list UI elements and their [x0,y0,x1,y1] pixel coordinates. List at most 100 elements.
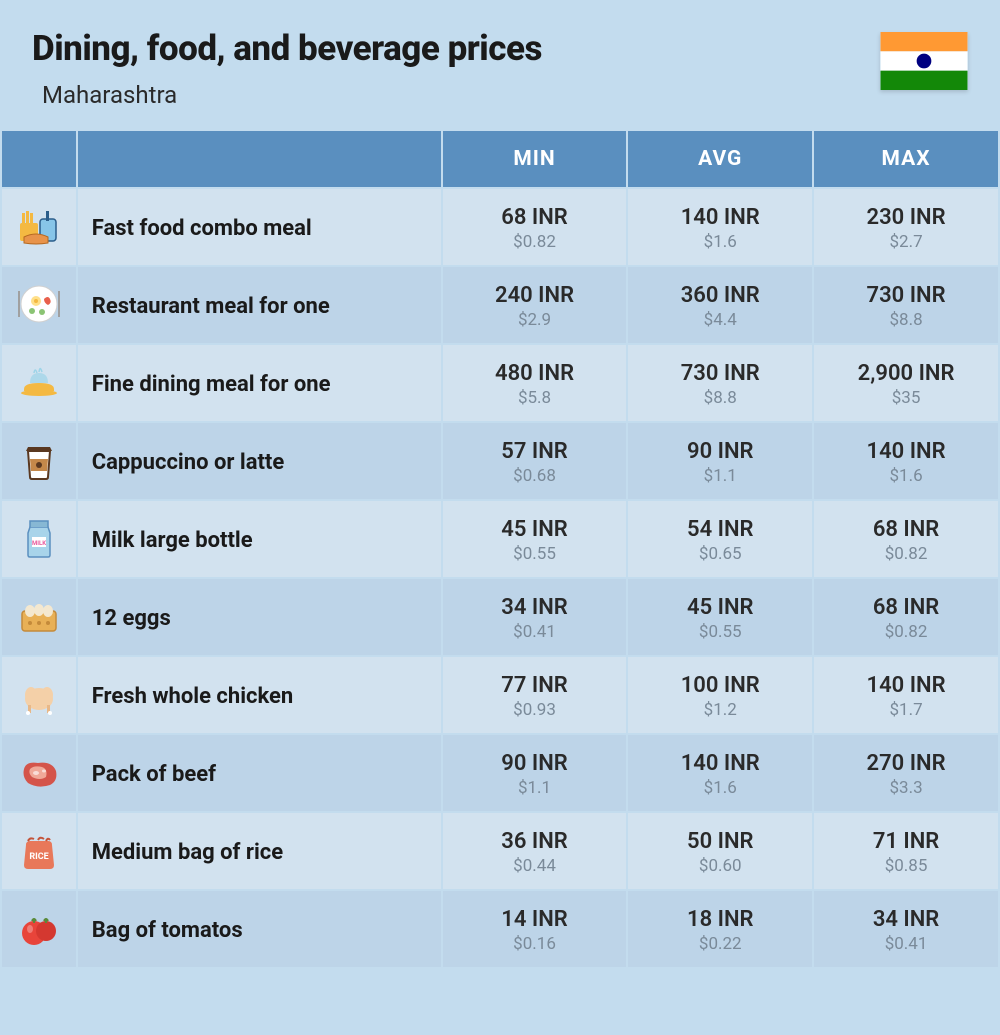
table-row: Fine dining meal for one480 INR$5.8730 I… [2,345,998,421]
table-row: Medium bag of rice36 INR$0.4450 INR$0.60… [2,813,998,889]
avg-value: 90 INR$1.1 [628,423,812,499]
avg-usd: $1.2 [628,700,812,720]
min-value: 14 INR$0.16 [443,891,627,967]
avg-value: 45 INR$0.55 [628,579,812,655]
min-usd: $0.93 [443,700,627,720]
table-row: Bag of tomatos14 INR$0.1618 INR$0.2234 I… [2,891,998,967]
table-row: Fast food combo meal68 INR$0.82140 INR$1… [2,189,998,265]
restaurant-meal-icon [2,267,76,343]
avg-inr: 54 INR [628,517,812,542]
min-value: 36 INR$0.44 [443,813,627,889]
avg-usd: $4.4 [628,310,812,330]
col-icon [2,131,76,187]
avg-usd: $0.55 [628,622,812,642]
table-row: Cappuccino or latte57 INR$0.6890 INR$1.1… [2,423,998,499]
max-usd: $8.8 [814,310,998,330]
avg-usd: $0.22 [628,934,812,954]
max-inr: 68 INR [814,595,998,620]
item-name: Bag of tomatos [78,891,441,967]
min-usd: $0.82 [443,232,627,252]
header-text: Dining, food, and beverage prices Mahara… [32,28,880,109]
table-row: Pack of beef90 INR$1.1140 INR$1.6270 INR… [2,735,998,811]
avg-inr: 45 INR [628,595,812,620]
min-usd: $0.68 [443,466,627,486]
max-inr: 2,900 INR [814,361,998,386]
max-value: 230 INR$2.7 [814,189,998,265]
max-usd: $0.41 [814,934,998,954]
min-inr: 36 INR [443,829,627,854]
avg-usd: $1.1 [628,466,812,486]
max-inr: 730 INR [814,283,998,308]
col-avg: AVG [628,131,812,187]
avg-inr: 18 INR [628,907,812,932]
max-usd: $1.6 [814,466,998,486]
max-value: 2,900 INR$35 [814,345,998,421]
min-inr: 34 INR [443,595,627,620]
coffee-icon [2,423,76,499]
max-usd: $0.82 [814,622,998,642]
max-usd: $0.82 [814,544,998,564]
min-inr: 57 INR [443,439,627,464]
eggs-icon [2,579,76,655]
avg-usd: $1.6 [628,778,812,798]
avg-inr: 140 INR [628,205,812,230]
fast-food-icon [2,189,76,265]
max-usd: $0.85 [814,856,998,876]
min-inr: 45 INR [443,517,627,542]
avg-value: 100 INR$1.2 [628,657,812,733]
header: Dining, food, and beverage prices Mahara… [0,0,1000,129]
max-value: 34 INR$0.41 [814,891,998,967]
avg-inr: 140 INR [628,751,812,776]
min-value: 480 INR$5.8 [443,345,627,421]
beef-icon [2,735,76,811]
min-usd: $0.16 [443,934,627,954]
avg-value: 730 INR$8.8 [628,345,812,421]
item-name: Cappuccino or latte [78,423,441,499]
avg-value: 140 INR$1.6 [628,735,812,811]
max-value: 140 INR$1.6 [814,423,998,499]
avg-inr: 100 INR [628,673,812,698]
min-usd: $0.44 [443,856,627,876]
max-value: 730 INR$8.8 [814,267,998,343]
avg-inr: 360 INR [628,283,812,308]
max-inr: 68 INR [814,517,998,542]
max-value: 68 INR$0.82 [814,501,998,577]
avg-usd: $1.6 [628,232,812,252]
min-usd: $2.9 [443,310,627,330]
chicken-icon [2,657,76,733]
item-name: Fast food combo meal [78,189,441,265]
col-name [78,131,441,187]
min-value: 57 INR$0.68 [443,423,627,499]
avg-usd: $8.8 [628,388,812,408]
tomatoes-icon [2,891,76,967]
item-name: Milk large bottle [78,501,441,577]
col-max: MAX [814,131,998,187]
max-usd: $35 [814,388,998,408]
item-name: Pack of beef [78,735,441,811]
min-usd: $5.8 [443,388,627,408]
max-inr: 34 INR [814,907,998,932]
page-title: Dining, food, and beverage prices [32,28,880,69]
min-usd: $0.55 [443,544,627,564]
min-inr: 77 INR [443,673,627,698]
max-value: 270 INR$3.3 [814,735,998,811]
min-value: 90 INR$1.1 [443,735,627,811]
max-inr: 140 INR [814,673,998,698]
min-inr: 68 INR [443,205,627,230]
table-header-row: MIN AVG MAX [2,131,998,187]
milk-icon [2,501,76,577]
min-usd: $1.1 [443,778,627,798]
min-value: 68 INR$0.82 [443,189,627,265]
min-inr: 240 INR [443,283,627,308]
min-value: 34 INR$0.41 [443,579,627,655]
item-name: Fine dining meal for one [78,345,441,421]
rice-icon [2,813,76,889]
table-row: Milk large bottle45 INR$0.5554 INR$0.656… [2,501,998,577]
india-flag-icon [880,32,968,90]
table-row: Fresh whole chicken77 INR$0.93100 INR$1.… [2,657,998,733]
page-subtitle: Maharashtra [42,81,880,109]
item-name: Medium bag of rice [78,813,441,889]
avg-value: 50 INR$0.60 [628,813,812,889]
avg-usd: $0.65 [628,544,812,564]
max-value: 68 INR$0.82 [814,579,998,655]
